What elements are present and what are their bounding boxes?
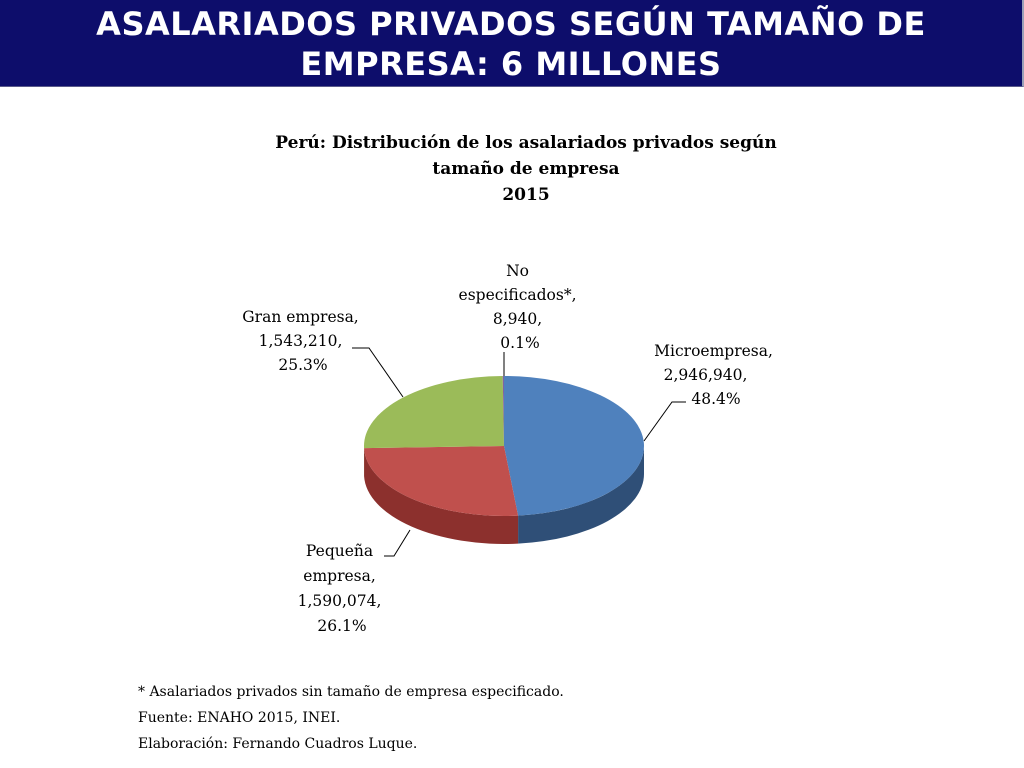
footnote-author: Elaboración: Fernando Cuadros Luque.	[138, 736, 418, 752]
label-microempresa: Microempresa, 2,946,940, 48.4%	[654, 342, 778, 408]
footnotes: * Asalariados privados sin tamaño de emp…	[138, 684, 938, 762]
pie-side-0	[518, 446, 644, 544]
slide-title-line1: ASALARIADOS PRIVADOS SEGÚN TAMAÑO DE	[96, 5, 926, 43]
chart-title-line1: Perú: Distribución de los asalariados pr…	[275, 133, 777, 153]
title-banner: ASALARIADOS PRIVADOS SEGÚN TAMAÑO DE EMP…	[0, 0, 1024, 87]
label-gran-name: Gran empresa,	[242, 308, 358, 326]
label-pequena-name-part1: Pequeña	[306, 542, 373, 560]
pie-side-1	[364, 448, 519, 544]
leader-lines	[352, 347, 686, 557]
leader-line-2	[352, 347, 404, 398]
pie-slice-0	[504, 375, 645, 516]
pie-slice-3	[502, 376, 504, 446]
leader-line-1	[384, 529, 411, 557]
label-no-esp-value: 8,940,	[493, 310, 542, 328]
label-no-esp-name-part2: especificados*,	[459, 286, 577, 304]
label-microempresa-value: 2,946,940,	[664, 366, 748, 384]
label-pequena-empresa: Pequeña empresa, 1,590,074, 26.1%	[298, 542, 387, 635]
label-no-esp-percent: 0.1%	[500, 334, 539, 352]
slide-title: ASALARIADOS PRIVADOS SEGÚN TAMAÑO DE EMP…	[0, 4, 1022, 84]
label-no-especificados: No especificados*, 8,940, 0.1%	[459, 262, 582, 352]
label-pequena-percent: 26.1%	[317, 617, 366, 635]
footnote-source: Fuente: ENAHO 2015, INEI.	[138, 710, 341, 726]
leader-line-0	[643, 401, 686, 442]
chart-title-line2: tamaño de empresa	[432, 159, 620, 179]
label-gran-empresa: Gran empresa, 1,543,210, 25.3%	[242, 308, 363, 374]
label-pequena-name-part2: empresa,	[303, 567, 376, 585]
label-gran-value: 1,543,210,	[259, 332, 343, 350]
chart-title-line3: 2015	[502, 185, 550, 205]
chart-title: Perú: Distribución de los asalariados pr…	[226, 130, 826, 208]
label-microempresa-percent: 48.4%	[691, 390, 740, 408]
label-no-esp-name-part1: No	[506, 262, 529, 280]
label-pequena-value: 1,590,074,	[298, 592, 382, 610]
pie-slice-2	[364, 376, 504, 449]
footnote-note: * Asalariados privados sin tamaño de emp…	[138, 684, 564, 700]
pie-slices	[364, 375, 645, 544]
slide-title-line2: EMPRESA: 6 MILLONES	[300, 45, 722, 83]
pie-slice-1	[364, 446, 519, 516]
label-gran-percent: 25.3%	[278, 356, 327, 374]
label-microempresa-name: Microempresa,	[654, 342, 773, 360]
